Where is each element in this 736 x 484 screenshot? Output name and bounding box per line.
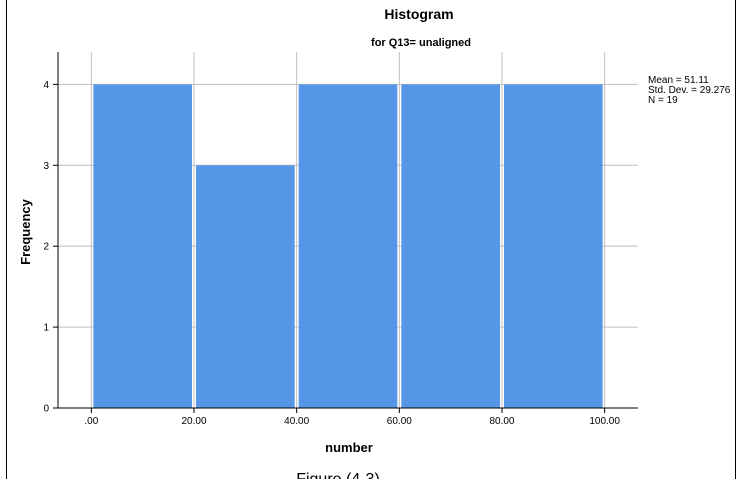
stat-std-dev: Std. Dev. = 29.276 bbox=[648, 85, 731, 96]
bars bbox=[93, 84, 603, 408]
histogram-bar-5 bbox=[503, 84, 603, 408]
y-tick-label: 0 bbox=[43, 404, 49, 415]
chart-subtitle: for Q13= unaligned bbox=[371, 37, 471, 49]
stat-n: N = 19 bbox=[648, 95, 678, 106]
y-tick-label: 4 bbox=[43, 80, 49, 91]
y-tick-labels: 0 1 2 3 4 bbox=[43, 80, 49, 415]
axes bbox=[53, 52, 638, 413]
chart-title: Histogram bbox=[384, 6, 453, 22]
x-axis-label: number bbox=[325, 440, 373, 455]
histogram-bar-1 bbox=[93, 84, 193, 408]
figure-caption: Figure (4-3) bbox=[296, 471, 380, 479]
x-tick-label: .00 bbox=[84, 416, 98, 427]
histogram-bar-4 bbox=[401, 84, 500, 408]
x-tick-label: 100.00 bbox=[589, 416, 620, 427]
x-tick-label: 20.00 bbox=[182, 416, 207, 427]
x-tick-labels: .00 20.00 40.00 60.00 80.00 100.00 bbox=[84, 416, 620, 427]
stat-mean: Mean = 51.11 bbox=[648, 75, 709, 86]
x-tick-label: 60.00 bbox=[387, 416, 412, 427]
histogram-bar-3 bbox=[298, 84, 398, 408]
y-tick-label: 2 bbox=[43, 242, 49, 253]
y-tick-label: 3 bbox=[43, 161, 49, 172]
left-border bbox=[6, 0, 7, 479]
y-axis-label: Frequency bbox=[18, 198, 33, 265]
x-tick-label: 40.00 bbox=[284, 416, 309, 427]
x-tick-label: 80.00 bbox=[489, 416, 514, 427]
histogram-bar-2 bbox=[196, 165, 295, 408]
stats-box: Mean = 51.11 Std. Dev. = 29.276 N = 19 bbox=[648, 75, 731, 106]
y-tick-label: 1 bbox=[43, 323, 49, 334]
